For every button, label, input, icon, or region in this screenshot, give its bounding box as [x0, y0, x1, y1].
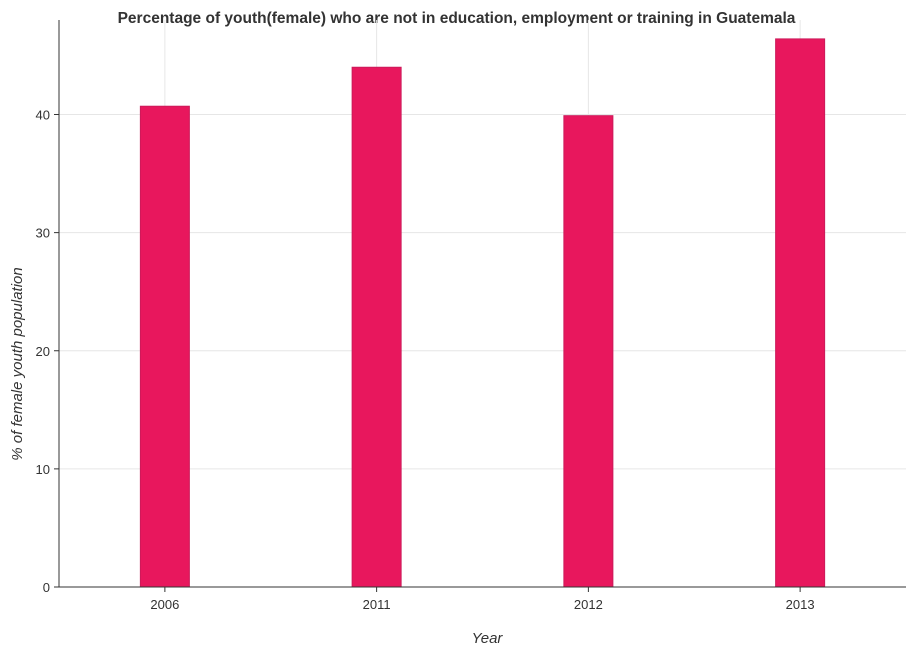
tick-layer: 0 10 20 30 40 2006 2011 2012 2013	[36, 108, 815, 613]
bar-2006	[139, 105, 190, 588]
bar-2012	[563, 115, 614, 588]
y-tick-label: 0	[43, 580, 50, 595]
y-tick-label: 40	[36, 108, 50, 123]
x-tick-label: 2013	[786, 597, 815, 612]
bar-2013	[775, 38, 826, 588]
x-tick-label: 2011	[363, 597, 391, 612]
y-axis-label: % of female youth population	[9, 267, 26, 460]
y-tick-label: 10	[36, 462, 50, 477]
y-tick-label: 20	[36, 344, 50, 359]
bar-2011	[351, 66, 402, 588]
chart-title: Percentage of youth(female) who are not …	[117, 10, 796, 27]
bar-layer	[139, 38, 826, 588]
y-tick-label: 30	[36, 226, 50, 241]
x-axis-label: Year	[472, 630, 504, 647]
x-tick-label: 2006	[150, 597, 179, 612]
x-tick-label: 2012	[574, 597, 603, 612]
